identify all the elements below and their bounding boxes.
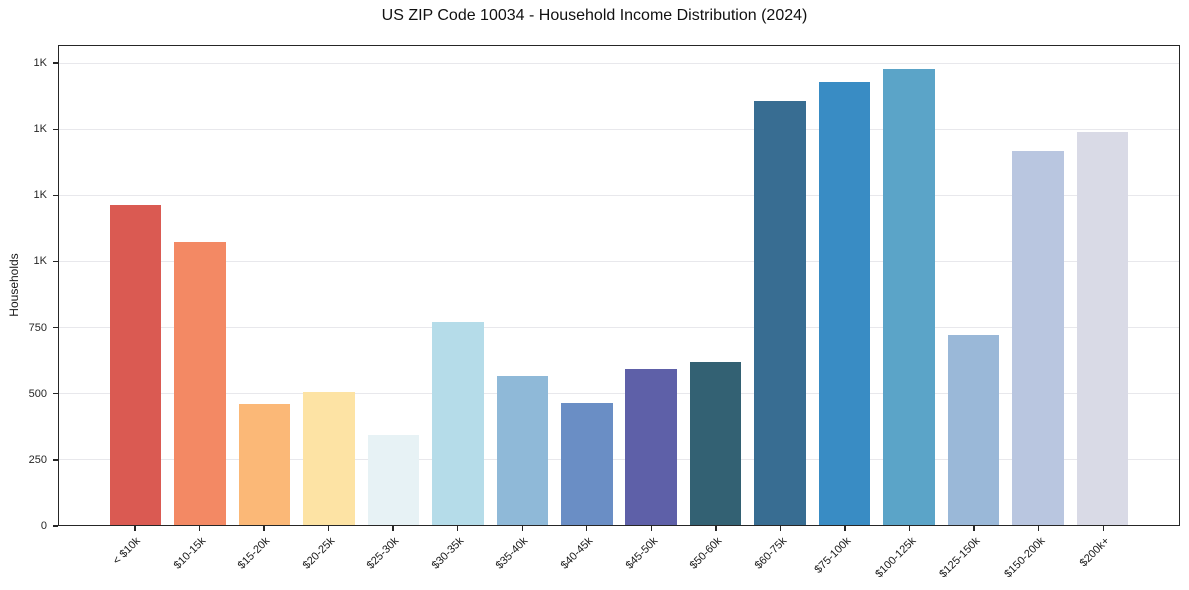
bar bbox=[1012, 150, 1064, 525]
y-tick-mark bbox=[53, 128, 58, 130]
x-tick-mark bbox=[392, 526, 394, 531]
x-tick-label-text: $50-60k bbox=[687, 535, 725, 572]
bar bbox=[238, 403, 291, 525]
bar bbox=[561, 403, 613, 525]
y-tick-mark bbox=[53, 260, 58, 263]
gridline bbox=[59, 195, 1179, 197]
x-tick-label-text: $150-200k bbox=[1001, 535, 1048, 581]
bar bbox=[883, 68, 935, 525]
chart-title: US ZIP Code 10034 - Household Income Dis… bbox=[381, 7, 808, 24]
y-tick-mark bbox=[53, 459, 58, 461]
y-axis: 0 250 500 750 1K 1K 1K 1K bbox=[0, 45, 58, 532]
y-tick-label: 250 bbox=[28, 453, 47, 466]
x-tick-mark bbox=[327, 526, 330, 531]
x-tick-label-text: $15-20k bbox=[235, 535, 273, 572]
gridline bbox=[59, 63, 1179, 65]
x-tick-label-text: $60-75k bbox=[752, 535, 789, 572]
x-tick-mark bbox=[521, 526, 523, 531]
x-tick-mark bbox=[198, 526, 201, 531]
bar bbox=[947, 335, 1000, 525]
x-tick-label-text: $125-150k bbox=[937, 535, 983, 581]
x-tick-mark bbox=[1038, 526, 1040, 531]
x-tick-label-text: $35-40k bbox=[494, 535, 531, 572]
bar bbox=[432, 321, 484, 525]
x-axis: < $10k $10-15k $15-20k $20-25k $25-30k $30-35… bbox=[58, 526, 1180, 590]
x-tick-mark bbox=[457, 526, 459, 531]
x-tick-mark bbox=[908, 526, 911, 531]
bar bbox=[367, 434, 420, 525]
bar bbox=[174, 242, 226, 525]
bar bbox=[109, 204, 162, 525]
y-tick-mark bbox=[53, 525, 58, 527]
x-tick-mark bbox=[134, 526, 136, 531]
y-tick-label: 0 bbox=[40, 520, 47, 532]
x-tick-label-text: $40-45k bbox=[558, 535, 596, 572]
gridline bbox=[59, 392, 1179, 394]
x-tick-mark bbox=[650, 526, 652, 531]
y-tick-mark bbox=[53, 62, 58, 64]
bar bbox=[818, 82, 871, 525]
y-tick-label: 500 bbox=[28, 387, 47, 400]
x-tick-label-text: $100-125k bbox=[872, 535, 918, 581]
x-tick-label-text: $75-100k bbox=[812, 535, 854, 576]
bar bbox=[496, 375, 549, 525]
y-tick-label: 1K bbox=[33, 189, 47, 202]
x-tick-mark bbox=[586, 526, 588, 531]
y-tick-mark bbox=[53, 194, 58, 196]
y-tick-label: 1K bbox=[33, 123, 47, 136]
gridline bbox=[59, 129, 1179, 131]
gridline bbox=[59, 326, 1179, 328]
x-tick-label-text: $20-25k bbox=[300, 535, 337, 572]
x-tick-mark bbox=[973, 526, 975, 531]
y-tick-mark bbox=[53, 326, 58, 329]
x-tick-label-text: $30-35k bbox=[429, 535, 467, 572]
x-tick-label-text: $10-15k bbox=[171, 535, 208, 572]
x-tick-label-text: $45-50k bbox=[623, 535, 660, 572]
y-tick-label: 750 bbox=[28, 321, 47, 334]
y-tick-label: 1K bbox=[33, 56, 47, 69]
x-tick-mark bbox=[779, 526, 782, 531]
plot-area bbox=[58, 45, 1180, 526]
x-tick-mark bbox=[1102, 526, 1104, 531]
x-tick-label-text: < $10k bbox=[111, 535, 144, 568]
x-tick-mark bbox=[715, 526, 717, 531]
x-tick-label-text: $25-30k bbox=[364, 535, 402, 572]
x-tick-mark bbox=[263, 526, 265, 531]
bar bbox=[1076, 132, 1129, 525]
bar bbox=[625, 368, 677, 525]
bar bbox=[689, 361, 742, 525]
bar bbox=[754, 100, 806, 525]
gridline bbox=[59, 261, 1179, 263]
x-tick-mark bbox=[844, 526, 846, 531]
y-tick-label: 1K bbox=[33, 255, 47, 268]
bar bbox=[303, 391, 355, 525]
gridline bbox=[59, 458, 1179, 460]
y-tick-mark bbox=[53, 393, 58, 395]
x-tick-label-text: $200k+ bbox=[1077, 535, 1112, 570]
